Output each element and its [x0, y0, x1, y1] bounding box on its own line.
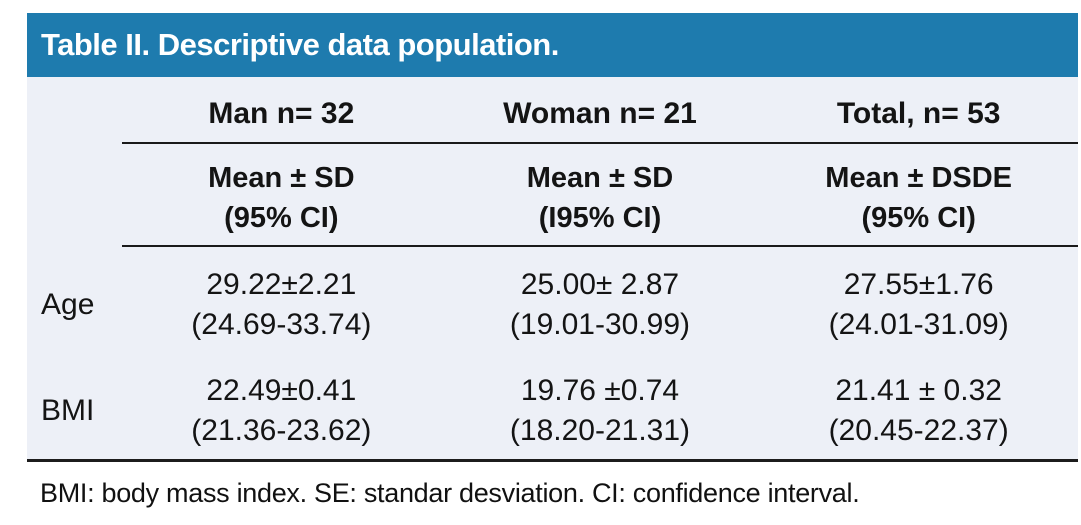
- table-row-bmi: BMI 22.49±0.41 (21.36-23.62) 19.76 ±0.74…: [27, 353, 1078, 459]
- sub-header-woman-line2: (I95% CI): [538, 201, 662, 234]
- column-header-man: Man n= 32: [208, 96, 355, 130]
- sub-header-total: Mean ± DSDE (95% CI): [759, 158, 1078, 238]
- cell-bmi-woman-mean: 19.76 ±0.74: [520, 374, 680, 407]
- cell-age-man-ci: (24.69-33.74): [191, 308, 372, 341]
- cell-age-woman: 25.00± 2.87 (19.01-30.99): [441, 265, 760, 345]
- divider-under-sub-headers: [122, 245, 1078, 247]
- cell-bmi-woman: 19.76 ±0.74 (18.20-21.31): [441, 371, 760, 451]
- sub-header-total-line2: (95% CI): [861, 201, 976, 234]
- cell-bmi-man-ci: (21.36-23.62): [191, 414, 372, 447]
- divider-under-column-headers: [122, 142, 1078, 144]
- cell-age-man: 29.22±2.21 (24.69-33.74): [122, 265, 441, 345]
- row-label-bmi: BMI: [41, 394, 95, 427]
- sub-header-man-line2: (95% CI): [224, 201, 339, 234]
- sub-header-man: Mean ± SD (95% CI): [122, 158, 441, 238]
- cell-age-man-mean: 29.22±2.21: [206, 268, 357, 301]
- table-bottom-border: [27, 459, 1078, 462]
- cell-bmi-man: 22.49±0.41 (21.36-23.62): [122, 371, 441, 451]
- sub-header-row: Mean ± SD (95% CI) Mean ± SD (I95% CI) M…: [27, 144, 1078, 245]
- sub-header-man-line1: Mean ± SD: [208, 161, 355, 194]
- table-card: Table II. Descriptive data population. M…: [27, 13, 1078, 509]
- table-row-age: Age 29.22±2.21 (24.69-33.74) 25.00± 2.87…: [27, 247, 1078, 353]
- cell-age-woman-ci: (19.01-30.99): [509, 308, 691, 341]
- cell-bmi-total-ci: (20.45-22.37): [828, 414, 1009, 447]
- sub-header-woman-line1: Mean ± SD: [526, 161, 674, 194]
- sub-header-total-line1: Mean ± DSDE: [825, 161, 1013, 194]
- table-title-bar: Table II. Descriptive data population.: [27, 13, 1078, 77]
- cell-bmi-total: 21.41 ± 0.32 (20.45-22.37): [759, 371, 1078, 451]
- cell-bmi-man-mean: 22.49±0.41: [206, 374, 357, 407]
- footnote: BMI: body mass index. SE: standar desvia…: [40, 478, 860, 508]
- column-header-row: Man n= 32 Woman n= 21 Total, n= 53: [27, 77, 1078, 142]
- cell-age-total-mean: 27.55±1.76: [843, 268, 994, 301]
- table-title: Table II. Descriptive data population.: [41, 27, 559, 62]
- sub-header-woman: Mean ± SD (I95% CI): [441, 158, 760, 238]
- row-label-age: Age: [41, 288, 95, 321]
- cell-age-total-ci: (24.01-31.09): [828, 308, 1009, 341]
- column-header-woman: Woman n= 21: [503, 96, 697, 130]
- cell-bmi-woman-ci: (18.20-21.31): [509, 414, 691, 447]
- column-header-total: Total, n= 53: [836, 96, 1001, 130]
- cell-bmi-total-mean: 21.41 ± 0.32: [835, 374, 1002, 407]
- table-body: Man n= 32 Woman n= 21 Total, n= 53 Mean …: [27, 77, 1078, 462]
- cell-age-woman-mean: 25.00± 2.87: [520, 268, 680, 301]
- cell-age-total: 27.55±1.76 (24.01-31.09): [759, 265, 1078, 345]
